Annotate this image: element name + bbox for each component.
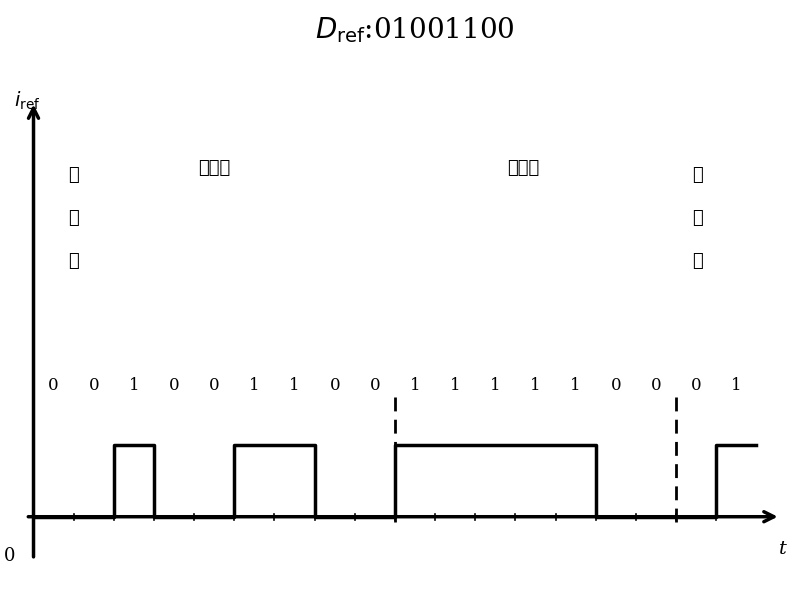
Text: 0: 0 — [4, 547, 15, 565]
Text: 1: 1 — [409, 377, 421, 394]
Text: 1: 1 — [249, 377, 260, 394]
Text: 位: 位 — [692, 252, 703, 270]
Text: 0: 0 — [89, 377, 99, 394]
Text: 0: 0 — [691, 377, 701, 394]
Text: 0: 0 — [610, 377, 621, 394]
Text: $\mathit{D}_{\mathrm{ref}}$:01001100: $\mathit{D}_{\mathrm{ref}}$:01001100 — [315, 15, 515, 45]
Text: t: t — [779, 540, 787, 558]
Text: 0: 0 — [48, 377, 59, 394]
Text: 1: 1 — [129, 377, 139, 394]
Text: 1: 1 — [530, 377, 541, 394]
Text: 0: 0 — [168, 377, 180, 394]
Text: $\mathit{i}_{\mathrm{ref}}$: $\mathit{i}_{\mathrm{ref}}$ — [15, 90, 41, 112]
Text: 停: 停 — [692, 166, 703, 184]
Text: 0: 0 — [330, 377, 340, 394]
Text: 1: 1 — [490, 377, 501, 394]
Text: 数据位: 数据位 — [198, 159, 231, 177]
Text: 1: 1 — [571, 377, 581, 394]
Text: 0: 0 — [370, 377, 380, 394]
Text: 起: 起 — [68, 166, 78, 184]
Text: 1: 1 — [289, 377, 300, 394]
Text: 0: 0 — [650, 377, 662, 394]
Text: 始: 始 — [68, 209, 78, 227]
Text: 校验位: 校验位 — [507, 159, 539, 177]
Text: 止: 止 — [692, 209, 703, 227]
Text: 0: 0 — [209, 377, 219, 394]
Text: 1: 1 — [731, 377, 742, 394]
Text: 位: 位 — [68, 252, 78, 270]
Text: 1: 1 — [450, 377, 460, 394]
